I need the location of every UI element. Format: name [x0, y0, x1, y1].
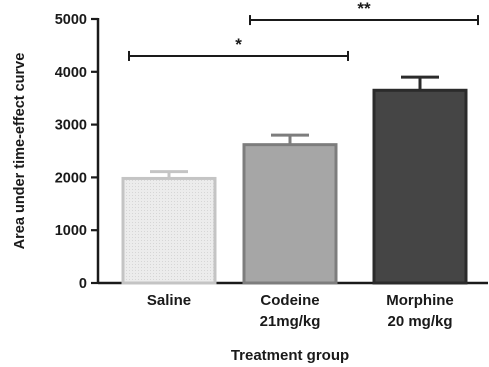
x-tick-label: Codeine: [260, 292, 319, 309]
x-tick-label: 21mg/kg: [260, 313, 321, 330]
y-tick-label: 1000: [55, 223, 87, 239]
significance-label: *: [235, 35, 242, 54]
x-tick-label: Saline: [147, 292, 191, 309]
y-tick-label: 0: [79, 276, 87, 292]
y-ticks: 0 1000 2000 3000 4000 5000: [55, 12, 98, 292]
bar: [372, 88, 468, 285]
x-axis-label: Treatment group: [231, 347, 349, 364]
error-bars: [150, 75, 439, 179]
y-axis-label: Area under time-effect curve: [12, 53, 28, 250]
x-tick-label: Morphine: [386, 292, 454, 309]
bar: [121, 176, 217, 285]
significance-label: **: [357, 0, 371, 18]
x-tick-labels: Saline Codeine 21mg/kg Morphine 20 mg/kg: [147, 292, 454, 330]
bar: [242, 143, 338, 285]
y-tick-label: 4000: [55, 65, 87, 81]
significance-brackets: ***: [128, 0, 479, 61]
x-tick-label: 20 mg/kg: [387, 313, 452, 330]
y-tick-label: 2000: [55, 170, 87, 186]
bars: [121, 88, 468, 285]
y-tick-label: 5000: [55, 12, 87, 28]
y-tick-label: 3000: [55, 118, 87, 134]
